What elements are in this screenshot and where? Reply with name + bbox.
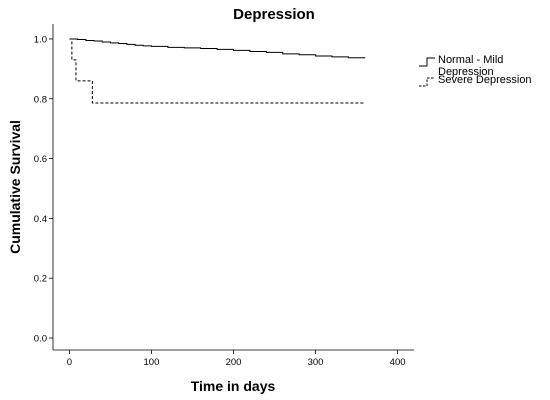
legend-symbol: [419, 77, 435, 87]
x-tick-label: 100: [144, 357, 160, 368]
legend-symbol: [419, 57, 435, 67]
legend-item-normal-mild: Normal - Mild Depression: [419, 54, 503, 78]
legend-item-severe: Severe Depression: [419, 74, 532, 87]
x-axis-ticks: 0 100 200 300 400: [67, 350, 406, 368]
y-axis-ticks: 0.0 0.2 0.4 0.6 0.8 1.0: [34, 34, 53, 345]
chart-title: Depression: [233, 6, 315, 23]
y-tick-label: 0.0: [34, 334, 47, 345]
y-tick-label: 0.6: [34, 154, 47, 165]
series-line-normal-mild: [69, 38, 366, 59]
x-axis-title: Time in days: [191, 378, 276, 394]
legend-label: Normal - Mild Depression: [438, 54, 503, 78]
y-tick-label: 0.4: [34, 214, 47, 225]
y-tick-label: 0.8: [34, 94, 47, 105]
legend-label: Severe Depression: [438, 74, 532, 86]
y-tick-label: 0.2: [34, 274, 47, 285]
x-tick-label: 400: [390, 357, 406, 368]
y-tick-label: 1.0: [34, 34, 47, 45]
series-layer: [69, 38, 366, 104]
x-tick-label: 0: [67, 357, 72, 368]
series-line-severe: [69, 38, 365, 104]
x-tick-label: 300: [308, 357, 324, 368]
x-tick-label: 200: [226, 357, 242, 368]
plot-area: [52, 24, 414, 351]
y-axis-title: Cumulative Survival: [7, 120, 23, 254]
